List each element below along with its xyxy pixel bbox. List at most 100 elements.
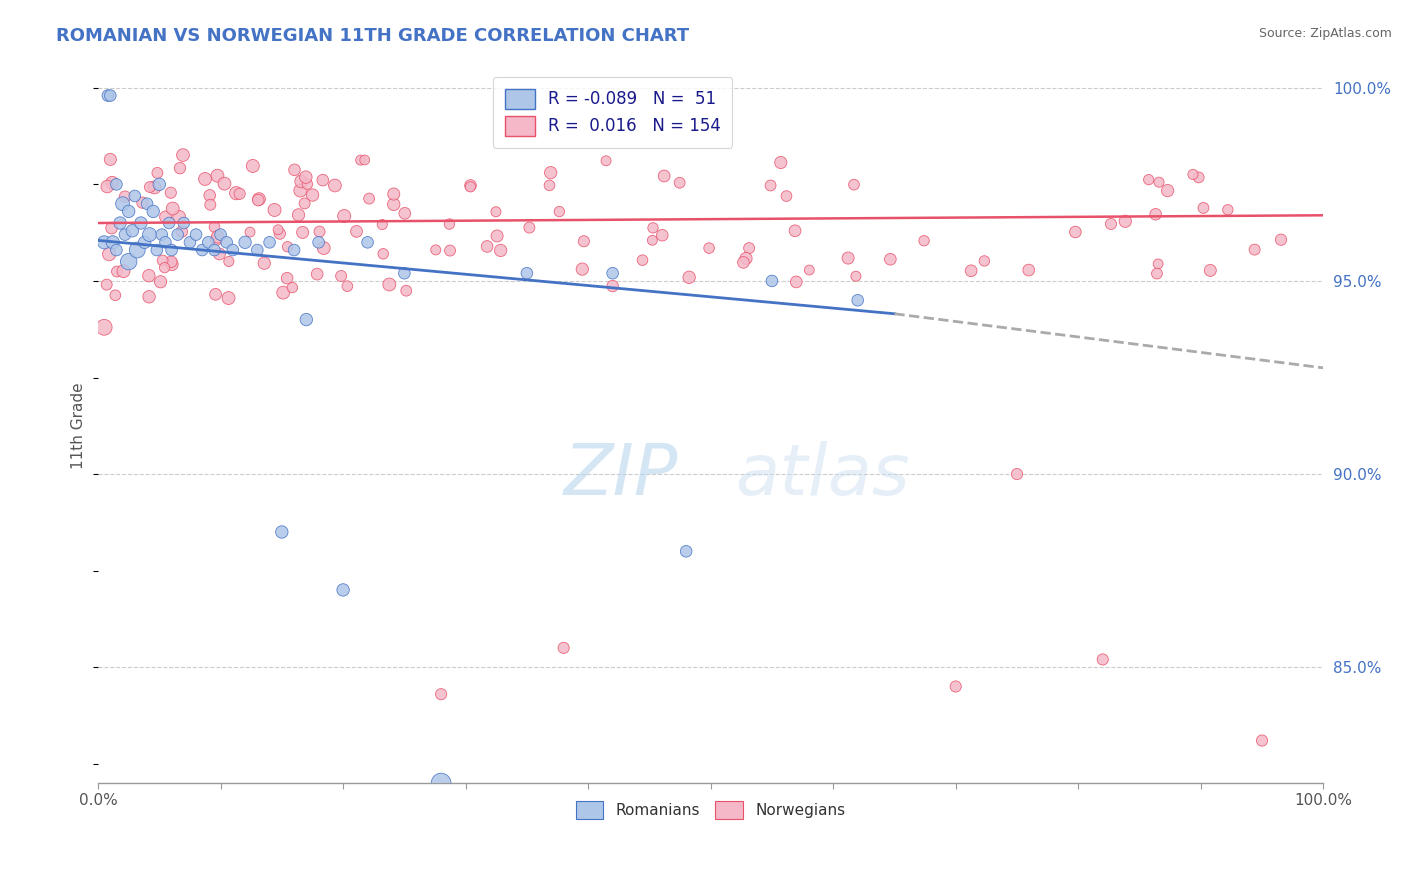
Point [1216, 202, 1239, 217]
Point [1188, 170, 1211, 185]
Point [295, 312, 318, 326]
Point [127, 243, 149, 257]
Point [118, 204, 141, 219]
Point [346, 224, 368, 238]
Point [297, 177, 319, 191]
Point [425, 243, 447, 257]
Point [152, 253, 174, 268]
Point [277, 240, 299, 254]
Point [308, 235, 330, 250]
Point [846, 293, 869, 308]
Point [973, 254, 995, 268]
Point [247, 192, 270, 206]
Point [460, 179, 482, 194]
Point [198, 188, 221, 202]
Point [571, 262, 593, 277]
Point [271, 285, 294, 300]
Point [111, 196, 134, 211]
Point [287, 208, 309, 222]
Point [1146, 267, 1168, 281]
Point [207, 229, 229, 244]
Point [222, 243, 245, 257]
Point [218, 291, 240, 305]
Point [138, 268, 160, 283]
Point [1147, 257, 1170, 271]
Point [602, 279, 624, 293]
Point [295, 170, 318, 185]
Point [439, 217, 461, 231]
Text: atlas: atlas [735, 442, 910, 510]
Point [270, 524, 292, 539]
Point [460, 178, 482, 193]
Point [641, 233, 664, 247]
Point [247, 193, 270, 207]
Point [516, 266, 538, 280]
Point [1156, 184, 1178, 198]
Point [93, 235, 115, 250]
Point [98, 153, 121, 167]
Point [148, 178, 170, 192]
Point [239, 225, 262, 239]
Point [394, 206, 416, 220]
Point [214, 177, 236, 191]
Point [155, 210, 177, 224]
Point [1192, 201, 1215, 215]
Point [263, 202, 285, 217]
Point [191, 243, 214, 257]
Point [294, 196, 316, 211]
Point [283, 243, 305, 257]
Point [204, 287, 226, 301]
Point [290, 174, 312, 188]
Point [97, 88, 120, 103]
Point [204, 220, 226, 235]
Point [166, 227, 188, 242]
Point [1144, 207, 1167, 221]
Point [1270, 233, 1292, 247]
Point [960, 264, 983, 278]
Point [540, 166, 562, 180]
Point [259, 235, 281, 250]
Point [548, 204, 571, 219]
Point [489, 244, 512, 258]
Point [134, 235, 156, 250]
Point [783, 224, 806, 238]
Point [218, 254, 240, 268]
Point [475, 239, 498, 253]
Point [486, 229, 509, 244]
Point [138, 290, 160, 304]
Point [209, 227, 232, 242]
Point [1018, 263, 1040, 277]
Point [146, 243, 169, 257]
Point [538, 178, 561, 193]
Point [204, 243, 226, 257]
Point [146, 166, 169, 180]
Point [641, 220, 664, 235]
Point [1005, 467, 1028, 481]
Point [169, 161, 191, 176]
Point [1243, 243, 1265, 257]
Point [98, 247, 121, 261]
Point [149, 275, 172, 289]
Point [912, 234, 935, 248]
Point [769, 155, 792, 169]
Point [267, 223, 290, 237]
Point [104, 288, 127, 302]
Point [1182, 168, 1205, 182]
Point [246, 243, 269, 257]
Point [733, 255, 755, 269]
Point [228, 186, 250, 201]
Y-axis label: 11th Grade: 11th Grade [72, 383, 86, 469]
Point [96, 179, 118, 194]
Text: Source: ZipAtlas.com: Source: ZipAtlas.com [1258, 27, 1392, 40]
Point [382, 187, 405, 202]
Point [108, 216, 131, 230]
Point [879, 252, 901, 267]
Point [602, 266, 624, 280]
Point [207, 169, 229, 183]
Point [101, 176, 124, 190]
Point [105, 264, 128, 278]
Point [233, 235, 256, 250]
Point [100, 221, 122, 235]
Point [333, 209, 356, 223]
Point [291, 226, 314, 240]
